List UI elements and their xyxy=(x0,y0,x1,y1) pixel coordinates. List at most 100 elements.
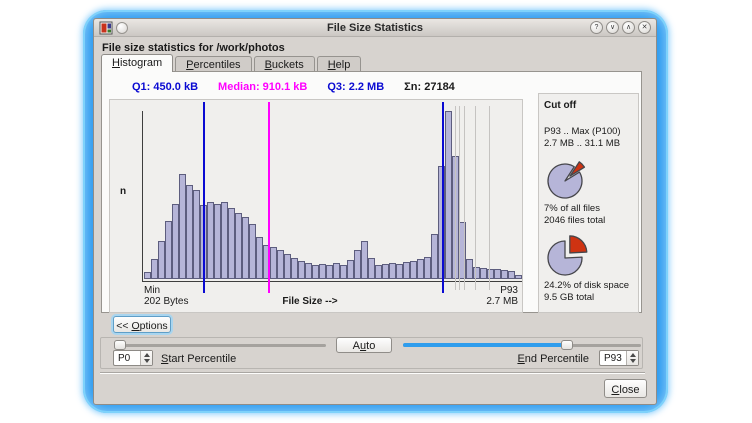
maximize-button[interactable]: ∧ xyxy=(622,21,635,34)
cutoff-range-percentiles: P93 .. Max (P100) xyxy=(544,126,621,137)
window-title: File Size Statistics xyxy=(327,21,423,34)
percentile-marker-line xyxy=(489,106,491,290)
q3-marker-line xyxy=(441,102,444,293)
tab-content-histogram: Q1: 450.0 kB Median: 910.1 kB Q3: 2.2 MB Σn… xyxy=(101,71,642,313)
end-percentile-slider[interactable] xyxy=(403,339,641,351)
spinbox-value[interactable]: P0 xyxy=(118,353,131,364)
median-marker-line xyxy=(268,102,271,293)
histogram-bars xyxy=(144,111,522,279)
spin-up-arrow-icon[interactable] xyxy=(629,353,636,357)
tab-buckets[interactable]: Buckets xyxy=(253,56,315,72)
histogram-bar xyxy=(270,247,277,279)
histogram-bar xyxy=(417,259,424,279)
histogram-bar xyxy=(256,237,263,279)
slider-handle[interactable] xyxy=(114,340,126,350)
cutoff-space-total: 9.5 GB total xyxy=(544,292,595,303)
auto-button[interactable]: Auto xyxy=(336,337,392,353)
button-separator xyxy=(100,372,645,374)
start-percentile-label: Start Percentile xyxy=(161,353,237,365)
pin-button[interactable] xyxy=(116,21,128,34)
percentile-marker-line xyxy=(458,106,460,290)
histogram-bar xyxy=(508,271,515,279)
tabbar: Histogram Percentiles Buckets Help xyxy=(101,54,363,72)
histogram-bar xyxy=(186,185,193,279)
histogram-bar xyxy=(354,250,361,279)
x-axis-min-label: Min 202 Bytes xyxy=(144,285,189,307)
end-percentile-spinbox[interactable]: P93 xyxy=(599,350,639,366)
histogram-bar xyxy=(228,208,235,279)
histogram-bar xyxy=(319,264,326,279)
histogram-bar xyxy=(368,258,375,279)
histogram-bar xyxy=(501,270,508,279)
histogram-bar xyxy=(158,241,165,279)
histogram-bar xyxy=(473,267,480,279)
histogram-bar xyxy=(172,204,179,279)
tab-histogram[interactable]: Histogram xyxy=(101,54,174,72)
end-percentile-label: End Percentile xyxy=(517,353,589,365)
histogram-bar xyxy=(361,241,368,279)
histogram-bar xyxy=(207,202,214,279)
histogram-bar xyxy=(242,217,249,279)
histogram-bar xyxy=(410,261,417,279)
tab-percentiles[interactable]: Percentiles xyxy=(175,56,252,72)
stat-value: Σn: 27184 xyxy=(404,81,455,93)
cutoff-files-percent: 7% of all files xyxy=(544,203,600,214)
percentile-marker-line xyxy=(455,106,457,290)
spin-down-arrow-icon[interactable] xyxy=(143,359,150,363)
histogram-bar xyxy=(438,166,445,279)
histogram-bar xyxy=(305,263,312,279)
help-button[interactable]: ? xyxy=(590,21,603,34)
histogram-bar xyxy=(179,174,186,279)
x-axis-max-label: P93 2.7 MB xyxy=(486,285,518,307)
x-axis-label: File Size --> xyxy=(282,296,338,307)
spinbox-arrows xyxy=(626,351,638,365)
slider-fill xyxy=(403,343,568,347)
spin-up-arrow-icon[interactable] xyxy=(143,353,150,357)
histogram-bar xyxy=(284,254,291,279)
histogram-bar xyxy=(403,262,410,279)
stat-value: Median: 910.1 kB xyxy=(218,81,308,93)
histogram-bar xyxy=(249,224,256,279)
stat-value: Q1: 450.0 kB xyxy=(132,81,199,93)
histogram-bar xyxy=(235,213,242,279)
start-percentile-spinbox[interactable]: P0 xyxy=(113,350,153,366)
tab-help[interactable]: Help xyxy=(316,56,362,72)
disk-space-pie-chart xyxy=(547,235,588,276)
histogram-bar xyxy=(480,268,487,279)
cutoff-files-total: 2046 files total xyxy=(544,215,606,226)
histogram-bar xyxy=(445,111,452,279)
close-button[interactable]: Close xyxy=(604,379,647,398)
titlebar[interactable]: File Size Statistics ? ∨ ∧ ✕ xyxy=(94,19,656,37)
spin-down-arrow-icon[interactable] xyxy=(629,359,636,363)
stats-row: Q1: 450.0 kB Median: 910.1 kB Q3: 2.2 MB Σn… xyxy=(132,81,455,93)
percentile-marker-line xyxy=(475,106,477,290)
histogram-bar xyxy=(382,264,389,279)
histogram-bar xyxy=(214,204,221,279)
histogram-bar xyxy=(515,275,522,279)
cutoff-panel: Cut off P93 .. Max (P100) 2.7 MB .. 31.1… xyxy=(538,93,639,313)
histogram-view: n Min 202 Bytes File Size --> P93 2.7 MB xyxy=(109,99,523,313)
histogram-bar xyxy=(221,202,228,279)
dialog-window: File Size Statistics ? ∨ ∧ ✕ File size s… xyxy=(93,18,657,405)
histogram-bar xyxy=(291,258,298,279)
cutoff-space-percent: 24.2% of disk space xyxy=(544,280,630,291)
slider-groove xyxy=(114,344,326,347)
percentile-marker-line xyxy=(464,106,466,290)
options-button[interactable]: << Options xyxy=(113,316,171,333)
q1-marker-line xyxy=(203,102,206,293)
window-highlight-frame: File Size Statistics ? ∨ ∧ ✕ File size s… xyxy=(83,10,668,413)
close-window-button[interactable]: ✕ xyxy=(638,21,651,34)
start-percentile-slider[interactable] xyxy=(114,339,326,351)
histogram-bar xyxy=(431,234,438,279)
histogram-bar xyxy=(487,269,494,279)
histogram-bar xyxy=(165,221,172,279)
spinbox-value[interactable]: P93 xyxy=(604,353,622,364)
spinbox-arrows xyxy=(140,351,152,365)
histogram-bar xyxy=(193,190,200,279)
shade-button[interactable]: ∨ xyxy=(606,21,619,34)
titlebar-buttons: ? ∨ ∧ ✕ xyxy=(590,21,651,34)
slider-handle[interactable] xyxy=(561,340,574,350)
histogram-bar xyxy=(333,263,340,279)
histogram-bar xyxy=(396,264,403,279)
histogram-bar xyxy=(347,260,354,279)
